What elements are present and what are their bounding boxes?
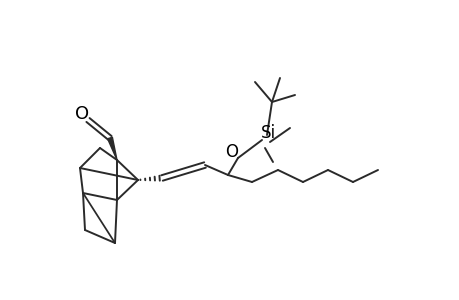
Text: O: O bbox=[75, 105, 89, 123]
Text: Si: Si bbox=[260, 124, 275, 142]
Polygon shape bbox=[107, 137, 117, 160]
Text: O: O bbox=[225, 143, 238, 161]
